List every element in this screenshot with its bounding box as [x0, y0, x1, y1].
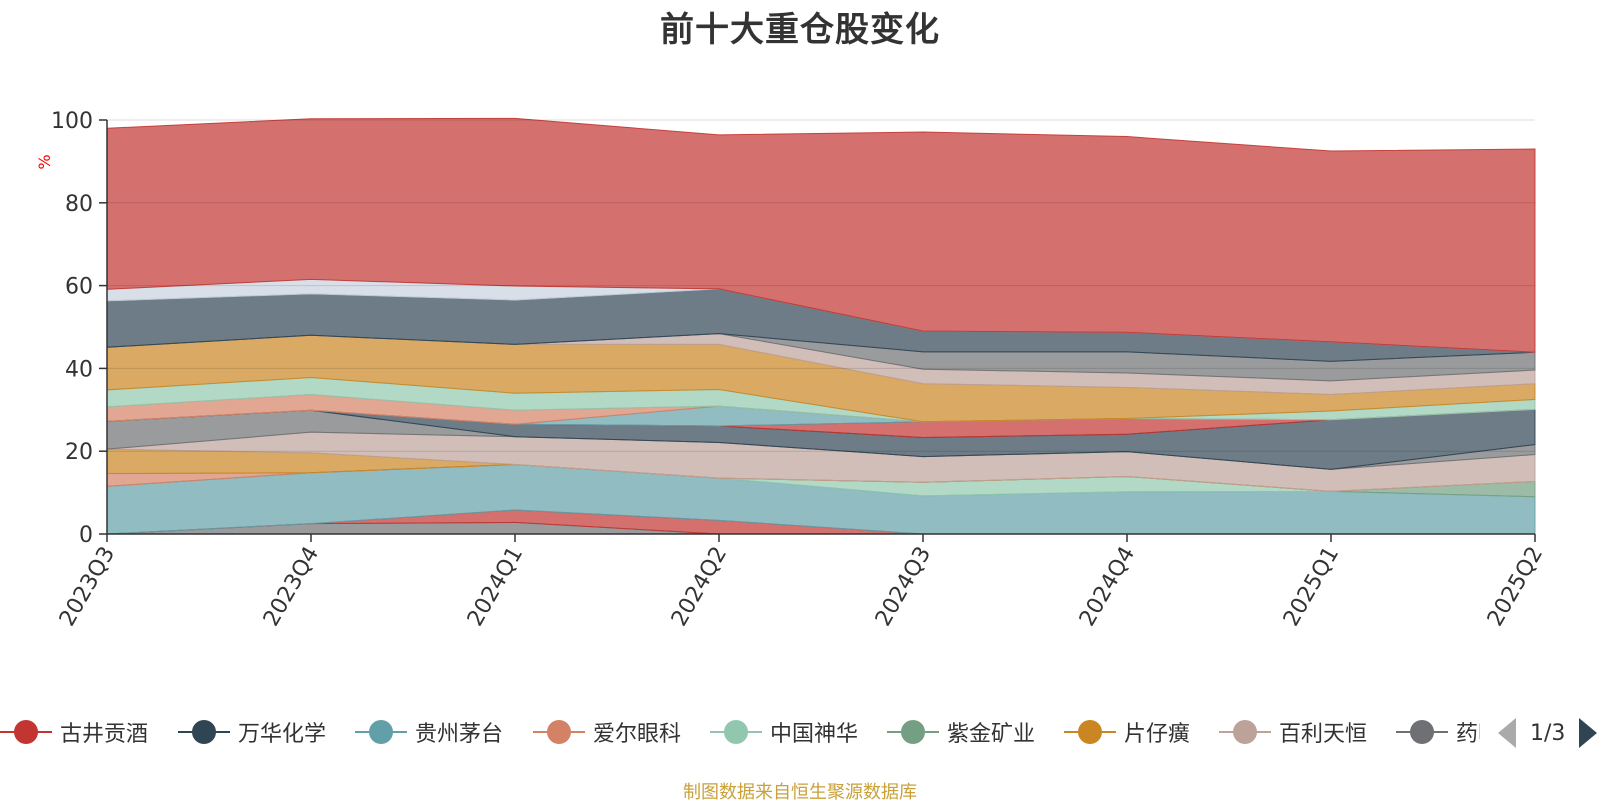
y-tick-label: 100: [51, 109, 93, 134]
x-tick-label: 2025Q1: [1279, 543, 1344, 631]
legend-label: 贵州茅台: [415, 722, 504, 747]
y-tick-label: 80: [65, 192, 93, 217]
legend-marker-icon: [1396, 717, 1448, 747]
x-tick-label: 2023Q4: [259, 543, 324, 631]
x-tick-label: 2024Q1: [463, 543, 528, 631]
y-tick-label: 0: [79, 523, 93, 548]
y-axis-label: %: [35, 154, 54, 169]
legend-label: 紫金矿业: [947, 722, 1036, 747]
y-tick-label: 60: [65, 275, 93, 300]
legend-prev-page-icon[interactable]: [1498, 718, 1516, 748]
legend-marker-icon: [533, 717, 585, 747]
grid-lines: [107, 119, 1535, 452]
x-tick-label: 2023Q3: [55, 543, 120, 631]
legend-label: 万华化学: [238, 722, 327, 747]
legend-item[interactable]: 中国神华: [710, 712, 858, 752]
legend-label: 百利天恒: [1279, 722, 1368, 747]
y-tick-label: 20: [65, 440, 93, 465]
legend-item[interactable]: 爱尔眼科: [533, 712, 681, 752]
legend-marker-icon: [887, 717, 939, 747]
source-note: 制图数据来自恒生聚源数据库: [683, 782, 917, 803]
legend-label: 药明康德: [1456, 722, 1480, 747]
legend-label: 古井贡酒: [60, 722, 149, 747]
legend-page-indicator: 1/3: [1530, 720, 1566, 746]
x-tick-label: 2024Q3: [871, 543, 936, 631]
legend-next-page-icon[interactable]: [1579, 718, 1598, 748]
legend-item[interactable]: 古井贡酒: [0, 712, 148, 752]
legend-label: 中国神华: [770, 722, 859, 747]
y-tick-label: 40: [65, 357, 93, 382]
legend-label: 爱尔眼科: [593, 722, 682, 747]
legend-item[interactable]: 药明康德: [1396, 712, 1480, 752]
legend-pager: 1/3: [1498, 716, 1598, 750]
chart-title: 前十大重仓股变化: [660, 10, 940, 50]
legend-item[interactable]: 万华化学: [178, 712, 326, 752]
x-tick-label: 2025Q2: [1483, 543, 1548, 631]
legend-item[interactable]: 片仔癀: [1064, 712, 1190, 752]
legend: 古井贡酒 万华化学 贵州茅台 爱尔眼科 中国神华 紫金矿业 片仔癀 百利天恒 药明康德: [0, 712, 1480, 752]
legend-item[interactable]: 百利天恒: [1219, 712, 1367, 752]
legend-label: 片仔癀: [1124, 722, 1191, 747]
legend-marker-icon: [1064, 717, 1116, 747]
legend-item[interactable]: 贵州茅台: [355, 712, 503, 752]
legend-marker-icon: [710, 717, 762, 747]
x-tick-label: 2024Q2: [667, 543, 732, 631]
legend-marker-icon: [1219, 717, 1271, 747]
x-tick-label: 2024Q4: [1075, 543, 1140, 631]
legend-marker-icon: [355, 717, 407, 747]
legend-marker-icon: [178, 717, 230, 747]
legend-item[interactable]: 紫金矿业: [887, 712, 1035, 752]
area-band-19: [106, 117, 1536, 353]
legend-marker-icon: [0, 717, 52, 747]
area-bands: [106, 117, 1536, 535]
